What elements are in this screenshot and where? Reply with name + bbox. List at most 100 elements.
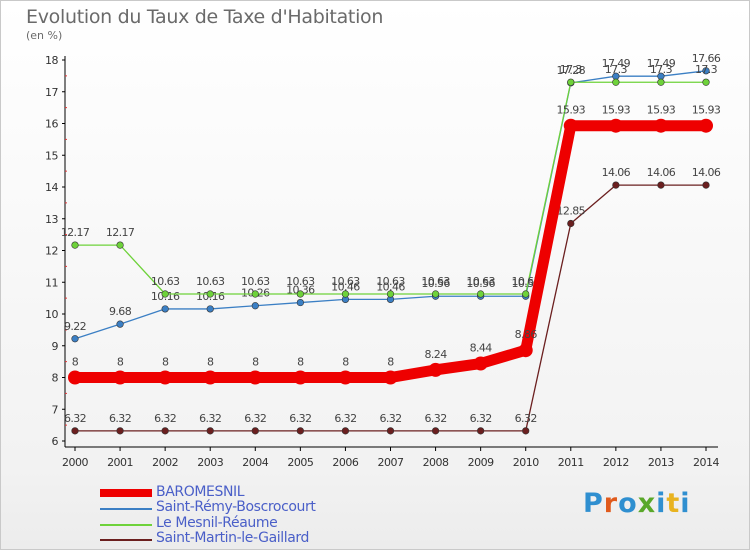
data-point [206,290,214,298]
data-label: 8 [117,356,124,369]
data-point [699,118,713,133]
data-label: 8 [207,356,214,369]
data-point [161,290,169,298]
data-label: 6.32 [199,412,221,425]
data-label: 14.06 [647,166,676,179]
data-label: 17.3 [605,63,628,76]
data-point [431,290,440,298]
data-point [338,370,353,385]
legend-label: Saint-Rémy-Boscrocourt [156,499,316,515]
data-point [251,302,259,310]
data-label: 17.49 [647,57,676,70]
legend-label: Saint-Martin-le-Gaillard [156,530,310,546]
data-label: 10.63 [196,275,225,288]
data-label: 10.46 [376,280,405,293]
y-tick-label: 9 [52,340,59,353]
data-point [158,370,173,385]
data-label: 10.63 [376,275,405,288]
x-tick-label: 2011 [558,456,584,469]
y-tick-label: 16 [45,118,58,131]
data-label: 12.85 [557,205,586,218]
data-label: 10.63 [466,275,495,288]
data-label: 10.56 [421,277,450,290]
data-point [657,78,665,86]
data-label: 6.32 [154,412,176,425]
data-point [116,241,124,249]
data-point [113,370,128,385]
y-unit-label: (en %) [26,29,63,42]
data-label: 17.28 [557,64,586,77]
x-tick-label: 2003 [197,456,223,469]
data-label: 10.46 [331,280,360,293]
data-point [116,427,124,435]
data-point [702,78,710,86]
data-label: 17.3 [695,63,718,76]
data-label: 8.44 [470,342,493,355]
data-label: 6.32 [425,412,447,425]
data-label: 6.32 [470,412,492,425]
data-label: 8 [252,356,259,369]
x-tick-label: 2007 [378,456,404,469]
data-label: 15.93 [692,104,721,117]
data-label: 9.68 [109,305,132,318]
data-point [428,362,443,377]
logo-letter: o [618,488,638,519]
data-label: 10.63 [286,275,315,288]
data-point [567,219,575,228]
x-tick-label: 2002 [152,456,178,469]
data-label: 6.32 [244,412,266,425]
legend-swatch [100,489,152,497]
y-tick-label: 10 [45,308,58,321]
y-tick-label: 15 [45,149,58,162]
logo-letter: i [680,488,691,519]
logo-letter: r [603,488,619,519]
data-label: 17.49 [602,57,631,70]
y-tick-label: 6 [52,435,59,448]
data-label: 8 [297,356,304,369]
y-tick-label: 14 [45,181,58,194]
y-tick-label: 11 [45,276,58,289]
legend-swatch [100,524,152,526]
data-label: 12.17 [61,226,90,239]
y-tick-label: 13 [45,213,58,226]
data-label: 12.17 [106,226,135,239]
data-point [296,427,304,435]
data-label: 6.32 [109,412,131,425]
data-label: 10.63 [151,275,180,288]
data-point [206,427,214,435]
data-label: 8.86 [515,328,538,341]
data-label: 8 [72,356,79,369]
data-point [612,181,620,189]
data-label: 15.93 [602,104,631,117]
data-point [657,181,665,189]
data-label: 17.3 [650,63,673,76]
y-tick-label: 18 [45,54,58,67]
y-tick-label: 17 [45,86,58,99]
data-point [386,290,395,298]
data-label: 8 [162,356,169,369]
data-label: 17.66 [692,52,721,65]
x-tick-label: 2008 [423,456,449,469]
data-point [473,356,488,371]
data-point [702,67,710,75]
data-point [477,427,485,435]
data-label: 6.32 [515,412,537,425]
data-label: 14.06 [602,166,631,179]
logo-letter: i [656,488,667,519]
data-point [251,290,259,298]
data-label: 8.24 [425,348,448,361]
data-point [567,78,575,86]
data-label: 6.32 [379,412,401,425]
x-tick-label: 2006 [332,456,358,469]
data-label: 6.32 [334,412,356,425]
data-label: 17.3 [560,63,583,76]
y-tick-label: 7 [52,403,59,416]
y-tick-label: 12 [45,245,58,258]
data-point [431,427,440,435]
data-label: 10.63 [241,275,270,288]
data-point [653,118,668,133]
data-label: 10.63 [331,275,360,288]
data-point [296,290,304,298]
